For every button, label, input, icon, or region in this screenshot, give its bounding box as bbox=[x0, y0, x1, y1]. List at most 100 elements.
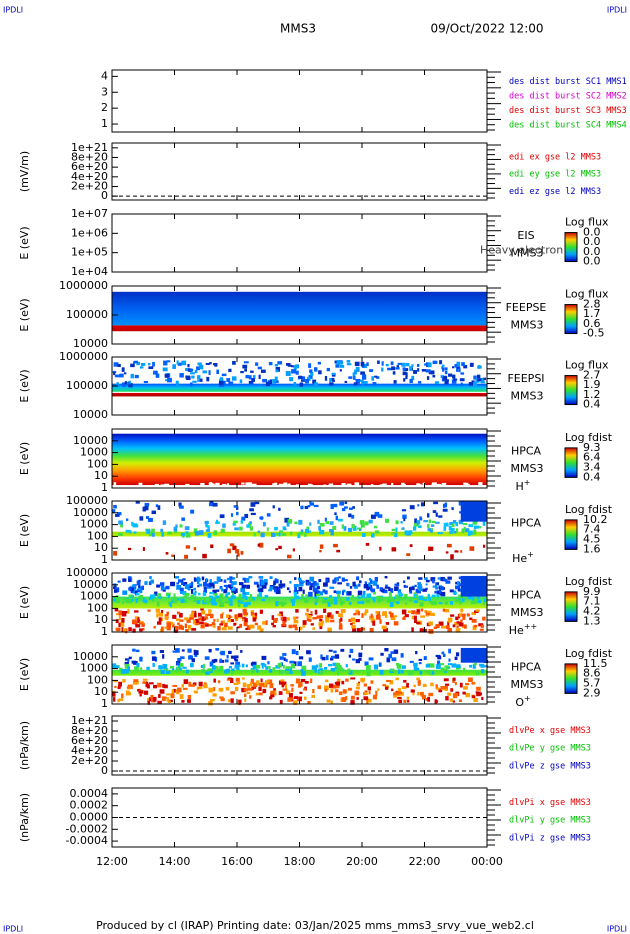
spectrogram-image bbox=[352, 627, 357, 632]
spectrogram-image bbox=[134, 610, 139, 613]
spectrogram-image bbox=[261, 663, 264, 669]
spectrogram-image bbox=[217, 599, 223, 603]
spectrogram-image bbox=[290, 596, 295, 599]
spectrogram-image bbox=[374, 511, 380, 517]
y-tick-label: 1 bbox=[101, 117, 108, 130]
spectrogram-image bbox=[176, 687, 182, 693]
spectrogram-image bbox=[416, 609, 420, 613]
spectrogram-image bbox=[242, 591, 246, 596]
spectrogram-image bbox=[444, 370, 448, 375]
spectrogram-image bbox=[123, 668, 128, 672]
spectrogram-image bbox=[128, 487, 132, 491]
spectrogram-image bbox=[476, 374, 481, 379]
spectrogram-image bbox=[219, 587, 222, 590]
spectrogram-image bbox=[440, 586, 444, 591]
spectrogram-image bbox=[450, 527, 455, 532]
spectrogram-image bbox=[428, 596, 432, 601]
spectrogram-image bbox=[388, 653, 393, 659]
spectrogram-image bbox=[162, 367, 168, 372]
spectrogram-image bbox=[388, 592, 392, 597]
spectrogram-image bbox=[257, 588, 262, 592]
spectrogram-image bbox=[235, 661, 240, 665]
y-tick-label: 0.0000 bbox=[70, 811, 109, 824]
spectrogram-image bbox=[325, 615, 330, 619]
spectrogram-image bbox=[436, 483, 441, 488]
spectrogram-image bbox=[246, 591, 250, 595]
spectrogram-image bbox=[391, 528, 396, 532]
spectrogram-image bbox=[155, 373, 160, 378]
colorbar-tick-label: 0.0 bbox=[583, 245, 601, 258]
spectrogram-image bbox=[434, 381, 439, 384]
spectrogram-image bbox=[338, 613, 343, 617]
legend-entry: dlvPe z gse MMS3 bbox=[509, 762, 591, 772]
spectrogram-image bbox=[184, 623, 188, 629]
spectrogram-image bbox=[352, 658, 356, 661]
spectrogram-image bbox=[259, 628, 264, 633]
spectrogram-image bbox=[339, 369, 342, 372]
spectrogram-image bbox=[234, 659, 239, 662]
spectrogram-image bbox=[274, 579, 279, 584]
spectrogram-image bbox=[142, 506, 146, 512]
spectrogram-image bbox=[456, 664, 461, 669]
spectrogram-image bbox=[466, 613, 470, 617]
spectrogram-image bbox=[351, 524, 355, 529]
spectrogram-image bbox=[222, 523, 226, 528]
spectrogram-image bbox=[188, 585, 193, 589]
spectrogram-image bbox=[368, 487, 372, 491]
spectrogram-image bbox=[417, 691, 420, 696]
spectrogram-image bbox=[142, 678, 148, 681]
spectrogram-image bbox=[447, 576, 452, 580]
spectrogram-image bbox=[221, 483, 227, 489]
spectrogram-image bbox=[227, 619, 232, 623]
spectrogram-image bbox=[430, 682, 434, 687]
spectrogram-image bbox=[118, 615, 121, 621]
spectrogram-image bbox=[250, 502, 256, 507]
spectrogram-image bbox=[185, 545, 191, 549]
legend-entry: edi ez gse l2 MMS3 bbox=[509, 187, 601, 197]
spectrogram-image bbox=[177, 362, 182, 366]
spectrogram-image bbox=[201, 576, 205, 581]
spectrogram-image bbox=[289, 580, 292, 584]
spectrogram-image bbox=[290, 531, 293, 536]
spectrogram-image bbox=[435, 512, 438, 517]
spectrogram-image bbox=[198, 681, 203, 687]
spectrogram-image bbox=[224, 601, 229, 604]
spectrogram-image bbox=[365, 542, 370, 546]
spectrogram-image bbox=[167, 700, 171, 704]
spectrogram-image bbox=[444, 685, 449, 691]
spectrogram-image bbox=[139, 589, 143, 594]
colorbar-tick-label: 1.6 bbox=[583, 542, 601, 555]
spectrogram-image bbox=[216, 519, 219, 523]
spectrogram-image bbox=[294, 627, 298, 631]
colorbar-tick-label: 0.4 bbox=[583, 398, 601, 411]
spectrogram-image bbox=[170, 665, 174, 669]
spectrogram-image bbox=[307, 505, 311, 508]
spectrogram-image bbox=[245, 664, 248, 668]
spectrogram-image bbox=[439, 663, 445, 666]
spectrogram-image bbox=[455, 652, 460, 657]
spectrogram-image bbox=[449, 521, 454, 526]
spectrogram-image bbox=[144, 503, 150, 507]
spectrogram-image bbox=[393, 649, 399, 654]
spectrogram-image bbox=[361, 613, 364, 618]
spectrogram-image bbox=[171, 554, 175, 557]
spectrogram-image bbox=[245, 577, 250, 583]
spectrogram-image bbox=[293, 583, 299, 588]
colorbar-tick-label: 11.5 bbox=[583, 657, 608, 670]
colorbar-title: Log fdist bbox=[565, 431, 613, 444]
spectrogram-image bbox=[162, 588, 166, 592]
spectrogram-image bbox=[147, 700, 151, 705]
spectrogram-image bbox=[192, 592, 197, 596]
spectrogram-image bbox=[436, 594, 440, 597]
spectrogram-image bbox=[306, 608, 309, 612]
spectrogram-image bbox=[274, 482, 278, 486]
spectrogram-image bbox=[427, 613, 432, 616]
spectrogram-image bbox=[323, 608, 327, 613]
spectrogram-image bbox=[154, 591, 158, 596]
spectrogram-image bbox=[198, 583, 203, 587]
spectrogram-image bbox=[156, 593, 162, 597]
spectrogram-image bbox=[289, 671, 293, 674]
spectrogram-image bbox=[268, 589, 273, 592]
spectrogram-image bbox=[346, 359, 351, 363]
spectrogram-image bbox=[391, 688, 394, 692]
